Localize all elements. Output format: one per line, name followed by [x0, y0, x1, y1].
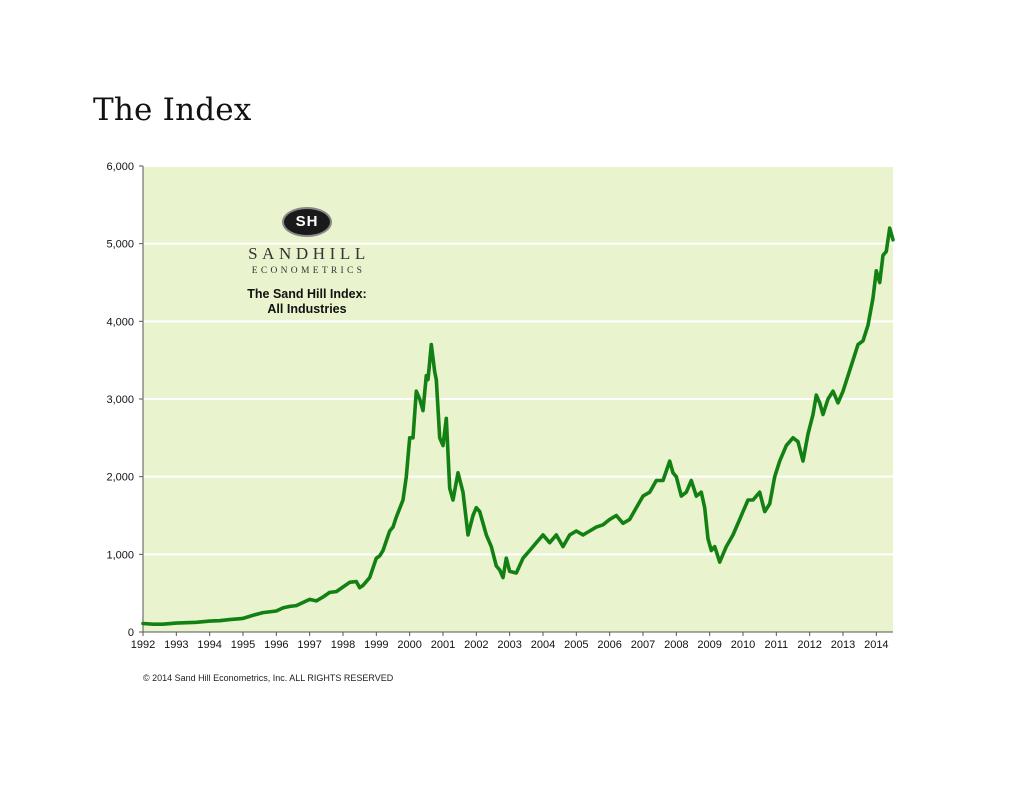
y-tick-label: 0 — [128, 627, 134, 639]
y-tick-label: 4,000 — [106, 316, 134, 328]
sh-logo-badge: SH — [282, 207, 332, 237]
y-tick-label: 3,000 — [106, 394, 134, 406]
x-tick-label: 2014 — [864, 639, 888, 651]
x-tick-label: 2002 — [464, 639, 488, 651]
x-tick-label: 2005 — [564, 639, 588, 651]
series-line — [141, 226, 895, 626]
x-tick-label: 2013 — [831, 639, 855, 651]
x-tick-label: 1994 — [197, 639, 221, 651]
axes: 0 1,000 2,000 3,000 4,000 5,000 6,000 1992 1993 1… — [106, 161, 893, 651]
x-tick-label: 2003 — [497, 639, 521, 651]
x-tick-label: 2001 — [431, 639, 455, 651]
x-tick-label: 2000 — [397, 639, 421, 651]
chart-title: The Sand Hill Index: — [247, 287, 367, 301]
x-tick-label: 2012 — [797, 639, 821, 651]
x-tick-label: 2009 — [697, 639, 721, 651]
x-tick-label: 1992 — [131, 639, 155, 651]
logo-company-subtitle: ECONOMETRICS — [251, 266, 366, 276]
logo-company-name: SANDHILL — [248, 244, 370, 263]
company-logo: SH SANDHILL ECONOMETRICS — [232, 207, 382, 276]
x-tick-label: 1996 — [264, 639, 288, 651]
x-tick-label: 2004 — [531, 639, 555, 651]
y-tick-label: 6,000 — [106, 161, 134, 173]
chart-title-block: The Sand Hill Index: All Industries — [212, 287, 402, 317]
gridlines — [143, 165, 893, 556]
x-tick-label: 2011 — [765, 639, 789, 651]
x-tick-label: 1998 — [331, 639, 355, 651]
x-tick-label: 1995 — [231, 639, 255, 651]
x-tick-label: 2010 — [731, 639, 755, 651]
x-tick-label: 1997 — [297, 639, 321, 651]
page-title: The Index — [93, 92, 252, 128]
x-tick-label: 2006 — [597, 639, 621, 651]
x-tick-label: 1999 — [364, 639, 388, 651]
copyright-notice: © 2014 Sand Hill Econometrics, Inc. ALL … — [143, 673, 394, 683]
series-layer — [141, 226, 895, 626]
y-tick-label: 1,000 — [106, 549, 134, 561]
x-tick-label: 2007 — [631, 639, 655, 651]
x-tick-label: 2008 — [664, 639, 688, 651]
y-tick-label: 2,000 — [106, 472, 134, 484]
chart-subtitle: All Industries — [267, 302, 347, 316]
x-tick-label: 1993 — [164, 639, 188, 651]
y-tick-label: 5,000 — [106, 239, 134, 251]
